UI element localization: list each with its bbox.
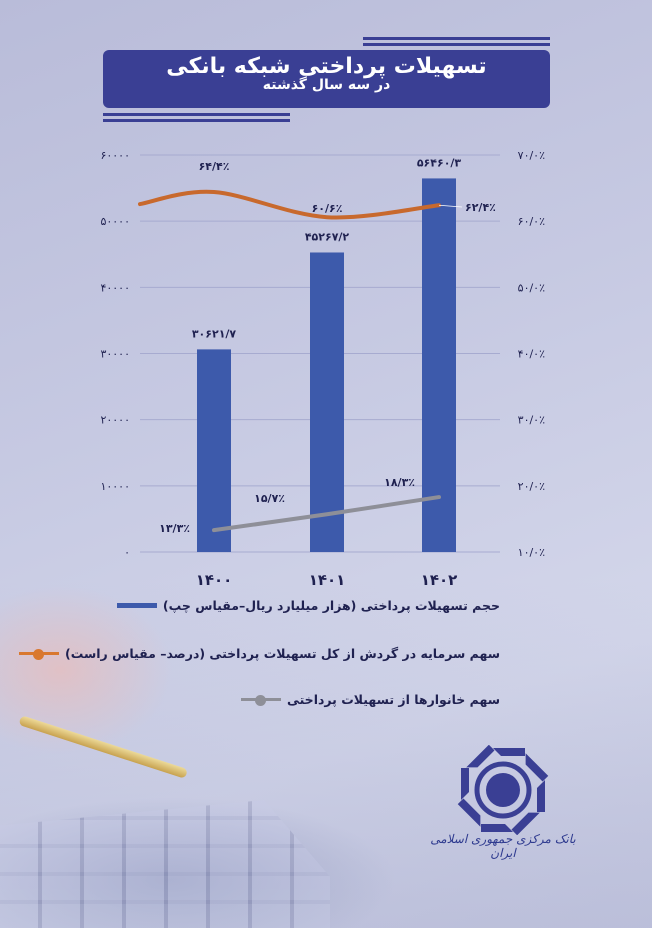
bar <box>197 349 231 552</box>
left-tick-label: ۶۰۰۰۰ <box>100 149 130 162</box>
right-tick-label: ۲۰/۰٪ <box>518 480 545 493</box>
left-tick-label: ۴۰۰۰۰ <box>100 281 130 294</box>
right-tick-label: ۴۰/۰٪ <box>518 348 545 361</box>
legend-label: سهم خانوارها از تسهیلات پرداختی <box>286 692 500 707</box>
orange-data-label: ۶۲/۴٪ <box>465 201 496 214</box>
legend-label: حجم تسهیلات پرداختی (هزار میلیارد ریال–م… <box>162 598 500 613</box>
bar-data-label: ۳۰۶۲۱/۷ <box>192 327 237 340</box>
decor-line <box>103 113 290 116</box>
central-bank-logo <box>457 745 549 835</box>
bar <box>422 178 456 552</box>
bar-data-label: ۴۵۲۶۷/۲ <box>305 230 350 243</box>
right-tick-label: ۵۰/۰٪ <box>518 281 545 294</box>
gray-data-label: ۱۳/۳٪ <box>159 522 190 535</box>
category-label: ۱۴۰۰ <box>196 571 233 589</box>
calculator-image <box>0 800 330 928</box>
left-tick-label: ۱۰۰۰۰ <box>100 480 130 493</box>
legend-item-gray: سهم خانوارها از تسهیلات پرداختی <box>240 692 500 707</box>
left-tick-label: ۵۰۰۰۰ <box>100 215 130 228</box>
legend-item-bars: حجم تسهیلات پرداختی (هزار میلیارد ریال–م… <box>116 598 500 613</box>
decor-line <box>363 37 550 40</box>
decor-line <box>103 119 290 122</box>
left-tick-label: ۰ <box>124 546 130 559</box>
bar-data-label: ۵۶۴۶۰/۳ <box>417 156 462 169</box>
gray-data-label: ۱۵/۷٪ <box>254 492 285 505</box>
legend-item-orange: سهم سرمایه در گردش از کل تسهیلات پرداختی… <box>19 646 500 661</box>
legend-label: سهم سرمایه در گردش از کل تسهیلات پرداختی… <box>65 646 500 661</box>
right-tick-label: ۶۰/۰٪ <box>518 215 545 228</box>
category-label: ۱۴۰۲ <box>421 571 458 589</box>
leader-line <box>438 204 463 208</box>
right-tick-label: ۳۰/۰٪ <box>518 414 545 427</box>
right-tick-label: ۷۰/۰٪ <box>518 149 545 162</box>
legend-swatch-bar <box>116 603 157 608</box>
category-label: ۱۴۰۱ <box>309 571 346 589</box>
chart-title: تسهیلات پرداختی شبکه بانکی <box>166 54 487 79</box>
orange-line <box>138 189 441 220</box>
legend-swatch-gray <box>240 695 281 706</box>
logo-text: بانک مرکزی جمهوری اسلامی ایران <box>430 832 576 860</box>
gray-data-label: ۱۸/۳٪ <box>384 476 415 489</box>
decor-line <box>363 43 550 46</box>
left-tick-label: ۳۰۰۰۰ <box>100 348 130 361</box>
gray-line <box>212 495 441 533</box>
chart-subtitle: در سه سال گذشته <box>262 77 391 93</box>
title-box: تسهیلات پرداختی شبکه بانکی در سه سال گذش… <box>103 50 550 108</box>
orange-data-label: ۶۰/۶٪ <box>312 202 343 215</box>
bar <box>310 252 344 552</box>
right-tick-label: ۱۰/۰٪ <box>518 546 545 559</box>
chart: ۰ ۱۰۰۰۰ ۲۰۰۰۰ ۳۰۰۰۰ ۴۰۰۰۰ ۵۰۰۰۰ ۶۰۰۰۰ ۱۰/۰٪ ۲۰/۰… <box>100 149 545 589</box>
left-tick-label: ۲۰۰۰۰ <box>100 414 130 427</box>
legend-swatch-orange <box>19 649 59 660</box>
orange-data-label: ۶۴/۴٪ <box>199 160 230 173</box>
